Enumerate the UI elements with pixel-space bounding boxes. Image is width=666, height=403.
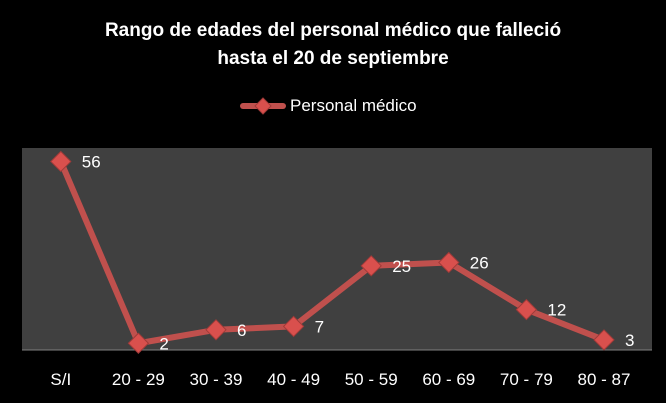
x-tick-label: 30 - 39 [190, 370, 243, 389]
legend-label: Personal médico [290, 96, 417, 115]
legend: Personal médico [240, 94, 417, 118]
data-point-marker [360, 255, 382, 277]
series-line [57, 158, 607, 347]
x-tick-label: 40 - 49 [267, 370, 320, 389]
data-label: 3 [625, 331, 634, 350]
data-point-marker [50, 150, 72, 173]
data-label: 56 [82, 152, 101, 171]
data-point-marker [515, 298, 538, 321]
x-tick-label: 70 - 79 [500, 370, 553, 389]
x-tick-label: S/I [50, 370, 71, 389]
data-label: 2 [159, 334, 168, 353]
chart-title-line-1: Rango de edades del personal médico que … [104, 20, 562, 41]
data-label: 12 [547, 301, 566, 320]
x-tick-label: 20 - 29 [112, 370, 165, 389]
data-label: 6 [237, 321, 246, 340]
chart-title-line-2: hasta el 20 de septiembre [217, 48, 449, 69]
legend-marker-icon [240, 97, 286, 115]
data-point-marker [593, 329, 615, 351]
data-point-marker [282, 315, 305, 338]
data-label: 26 [470, 253, 489, 272]
data-point-marker [127, 332, 150, 354]
data-point-marker [205, 319, 227, 341]
x-tick-label: 60 - 69 [422, 370, 475, 389]
data-label: 7 [315, 317, 324, 336]
data-label: 25 [392, 257, 411, 276]
data-point-marker [438, 251, 460, 274]
x-tick-label: 50 - 59 [345, 370, 398, 389]
x-tick-label: 80 - 87 [578, 370, 631, 389]
